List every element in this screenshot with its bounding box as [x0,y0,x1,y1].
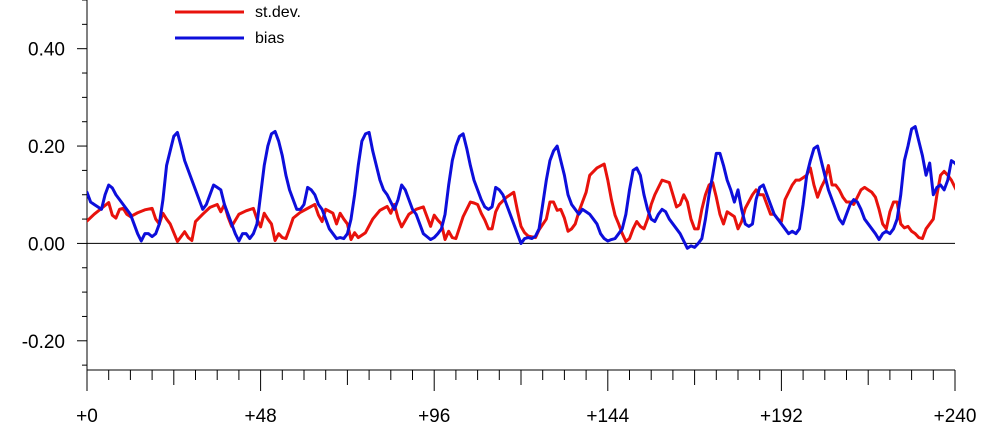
series-lines [87,125,955,250]
axes: -0.20 0.00 0.20 0.40 +0 +48 +96 +144 +192 +240 [22,0,977,423]
x-tick-label: +48 [244,406,276,423]
y-tick-label: 0.00 [28,234,65,255]
x-tick-label: +240 [934,406,977,423]
x-tick-label: +144 [586,406,629,423]
x-tick-label: +192 [760,406,803,423]
series-line-bias [87,125,955,250]
y-tick-label: -0.20 [22,332,65,353]
legend-label: st.dev. [255,4,301,21]
x-tick-label: +0 [76,406,98,423]
y-tick-label: 0.20 [28,137,65,158]
legend-label: bias [255,30,284,47]
x-tick-label: +96 [418,406,450,423]
legend: st.dev. bias [175,4,301,47]
y-tick-label: 0.40 [28,40,65,61]
series-line-st-dev [87,162,955,243]
